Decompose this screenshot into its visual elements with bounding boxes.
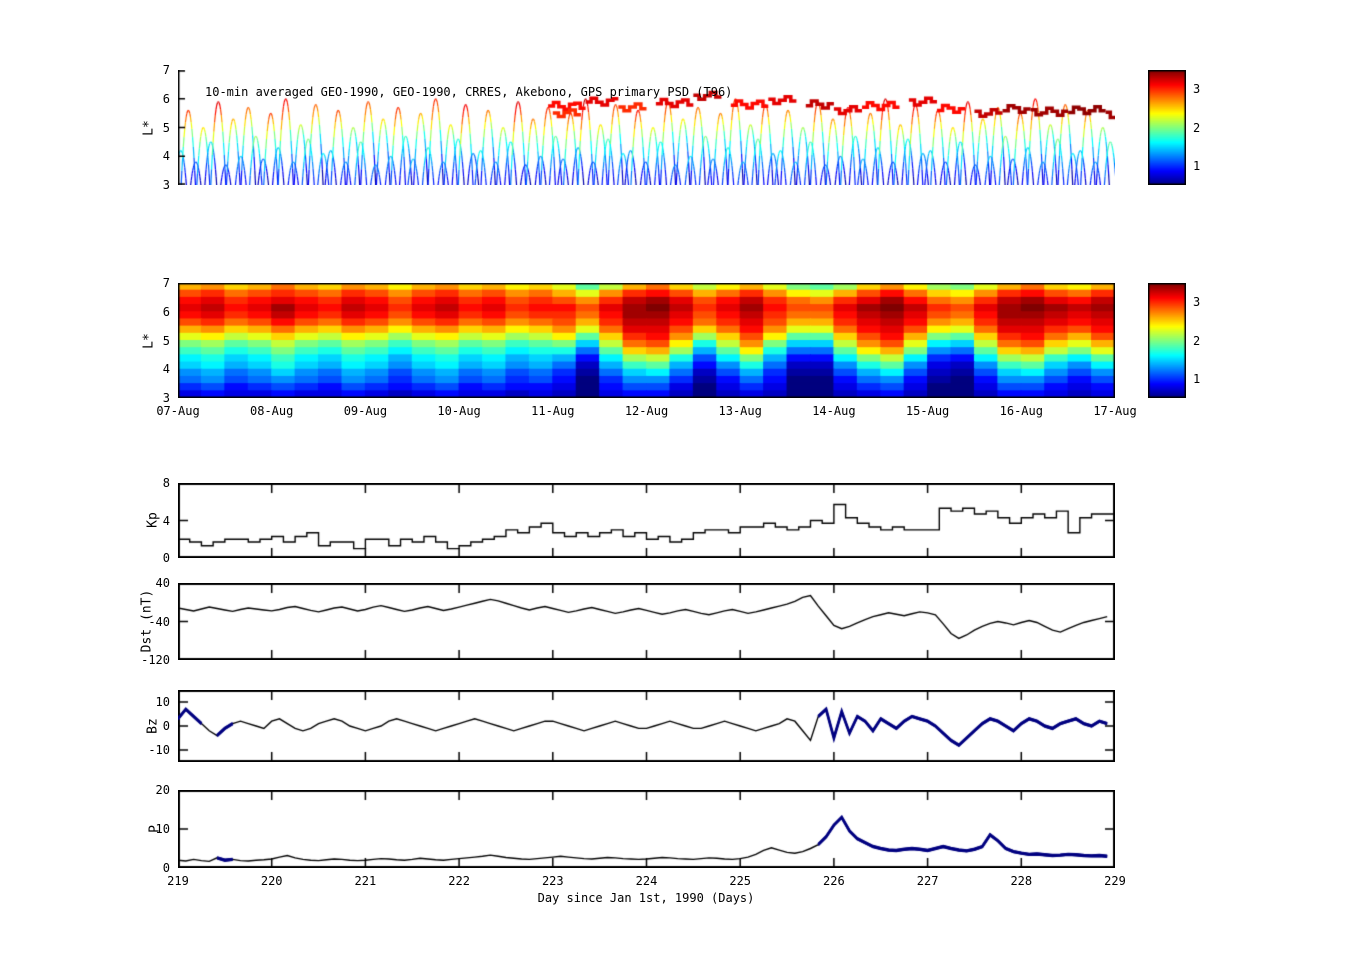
tick-label: 219 (167, 874, 189, 888)
tick-label: 224 (635, 874, 658, 888)
tick-label: 227 (916, 874, 939, 888)
dst-plot (178, 583, 1115, 660)
tick-label: 3 (162, 178, 170, 192)
psd-scatter-plot (178, 70, 1115, 185)
tick-label: 10-Aug (437, 404, 481, 418)
pressure-ylabel: P (147, 825, 163, 833)
tick-label: 222 (448, 874, 470, 888)
tick-label: 20 (155, 783, 170, 797)
panel2-ylabel: L* (141, 333, 157, 349)
tick-label: 16-Aug (999, 404, 1043, 418)
kp-plot (178, 483, 1115, 558)
tick-label: 8 (162, 476, 170, 490)
tick-label: 228 (1010, 874, 1033, 888)
psd-heatmap (178, 283, 1115, 398)
x-axis-label: Day since Jan 1st, 1990 (Days) (537, 891, 755, 905)
tick-label: 3 (1193, 82, 1201, 97)
tick-label: 3 (162, 391, 170, 405)
tick-label: 6 (162, 304, 170, 319)
tick-label: 12-Aug (624, 404, 669, 418)
tick-label: 4 (162, 513, 170, 528)
tick-label: 4 (162, 149, 170, 164)
tick-label: 40 (155, 576, 170, 590)
bz-ylabel: Bz (145, 718, 161, 734)
panel1-title: 10-min averaged GEO-1990, GEO-1990, CRRE… (205, 85, 733, 99)
tick-label: 11-Aug (531, 404, 575, 418)
tick-label: 6 (162, 91, 170, 106)
tick-label: 1 (1193, 371, 1201, 386)
tick-label: 07-Aug (156, 404, 200, 418)
tick-label: 225 (729, 874, 752, 888)
tick-label: 0 (162, 551, 170, 565)
tick-label: 2 (1193, 120, 1201, 135)
tick-label: 7 (162, 276, 170, 290)
panel1-ylabel: L* (141, 120, 157, 136)
tick-label: 15-Aug (905, 404, 950, 418)
tick-label: 229 (1104, 874, 1126, 888)
tick-label: 223 (541, 874, 564, 888)
tick-label: 2 (1193, 333, 1201, 348)
tick-label: 08-Aug (250, 404, 294, 418)
dst-ylabel: Dst (nT) (139, 589, 155, 653)
bz-plot (178, 690, 1115, 762)
tick-label: 5 (162, 120, 170, 135)
colorbar-2 (1148, 283, 1186, 398)
tick-label: 13-Aug (718, 404, 762, 418)
tick-label: -10 (148, 743, 170, 757)
tick-label: 7 (162, 63, 170, 77)
tick-label: 226 (823, 874, 845, 888)
tick-label: 09-Aug (343, 404, 388, 418)
tick-label: 5 (162, 333, 170, 348)
tick-label: 14-Aug (812, 404, 856, 418)
tick-label: 10 (155, 695, 170, 709)
tick-label: 220 (260, 874, 283, 888)
tick-label: 3 (1193, 295, 1201, 310)
tick-label: -120 (141, 653, 170, 667)
tick-label: 1 (1193, 158, 1201, 173)
kp-ylabel: Kp (145, 512, 161, 528)
tick-label: 221 (354, 874, 377, 888)
tick-label: 0 (162, 861, 170, 875)
tick-label: 17-Aug (1093, 404, 1137, 418)
colorbar-1 (1148, 70, 1186, 185)
pressure-plot (178, 790, 1115, 868)
tick-label: 4 (162, 362, 170, 377)
tick-label: 0 (162, 719, 170, 733)
